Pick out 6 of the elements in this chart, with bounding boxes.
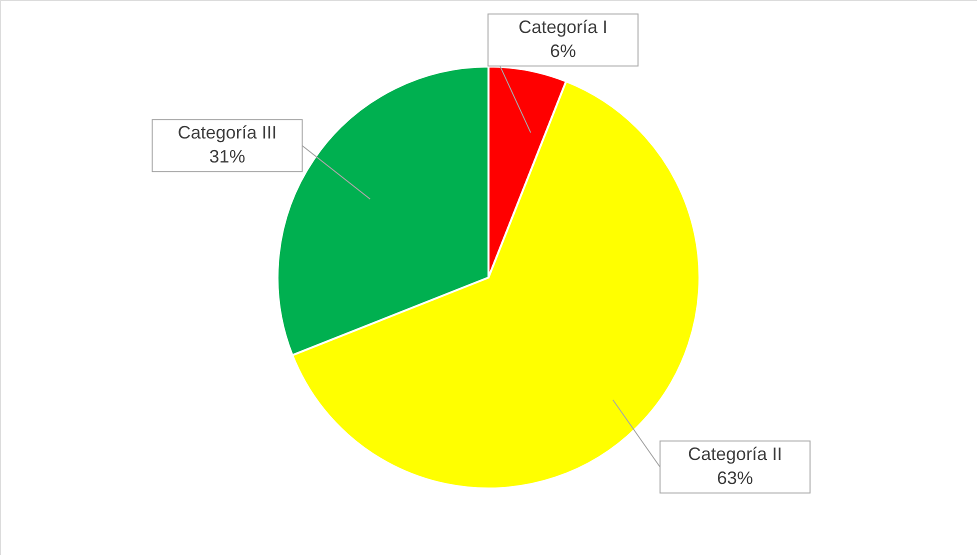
slice-label: Categoría III bbox=[178, 122, 277, 143]
data-label: 31% bbox=[209, 146, 246, 167]
data-label: 6% bbox=[550, 41, 576, 61]
slice-label: Categoría I bbox=[518, 17, 608, 37]
slice-label: Categoría II bbox=[688, 444, 782, 464]
data-label: 63% bbox=[717, 468, 754, 488]
